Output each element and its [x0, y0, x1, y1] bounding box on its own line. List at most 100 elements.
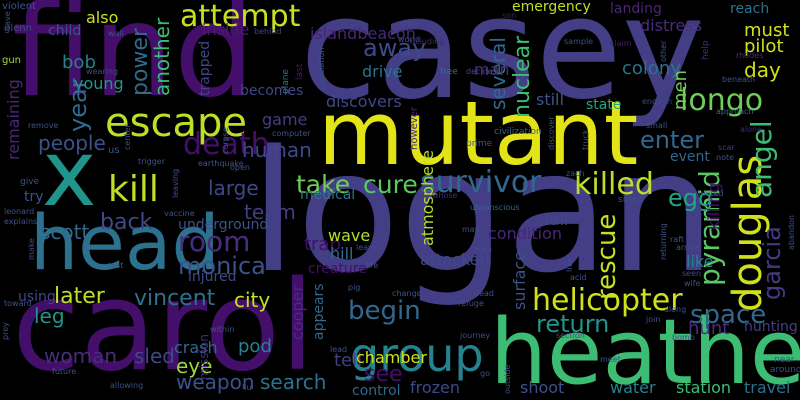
word: try [24, 189, 44, 205]
word: game [262, 110, 308, 129]
word: allowing [110, 381, 144, 390]
word: kill [108, 169, 159, 210]
word: space [690, 300, 767, 330]
word: free [440, 67, 458, 77]
word: city [234, 288, 271, 312]
word: however [409, 107, 420, 150]
word: prime [466, 139, 493, 149]
word: wearing [86, 67, 119, 76]
word: killed [574, 167, 654, 202]
word: around [770, 365, 800, 375]
word: surface [510, 250, 529, 310]
word: travel [744, 378, 791, 397]
word: helicopter [532, 283, 683, 318]
word: chamber [356, 348, 427, 367]
word: underground [178, 217, 269, 233]
word: pilot [744, 36, 784, 57]
word: medical [300, 187, 356, 203]
word: condition [488, 224, 562, 243]
word: group [350, 328, 484, 382]
word: water [610, 378, 656, 397]
word: young [74, 74, 124, 93]
word: enter [640, 126, 705, 154]
word: leonard [4, 207, 35, 216]
word: toward [4, 299, 32, 308]
word: state [586, 97, 622, 113]
word: wife [684, 279, 701, 288]
word: near [774, 355, 795, 365]
word: egg [668, 184, 714, 212]
word: reach [730, 1, 770, 17]
word: emergency [512, 0, 591, 15]
word: child [48, 23, 82, 39]
word: bob [62, 52, 96, 73]
word: cure [363, 170, 418, 199]
word: silent [618, 195, 643, 205]
word: arrive [676, 243, 700, 252]
word: last [295, 63, 305, 80]
word: along [664, 305, 687, 314]
word: leg [34, 304, 65, 328]
word: back [100, 210, 153, 235]
word: death [183, 127, 270, 162]
word: human [242, 138, 312, 162]
word: us [108, 145, 120, 156]
word: islandbeacon [310, 24, 416, 43]
word: colony [622, 58, 681, 79]
word: man [474, 60, 510, 79]
word: scar [718, 143, 735, 152]
word: behind [254, 27, 282, 36]
word: injured [188, 269, 237, 285]
word: remove [28, 121, 59, 130]
word: heather [490, 300, 800, 400]
word: pod [238, 336, 272, 357]
word: area [474, 245, 492, 254]
word: trigger [138, 157, 166, 166]
word: make [27, 238, 36, 260]
word: within [210, 325, 235, 334]
word: discover [547, 116, 556, 150]
word: computer [272, 129, 311, 138]
word: people [38, 131, 106, 155]
word: later [54, 284, 105, 309]
word: find [12, 0, 255, 126]
word: enough [642, 97, 673, 106]
word: logan [250, 114, 716, 310]
word: explains [4, 217, 38, 226]
word: life [366, 261, 379, 270]
word: casey [300, 0, 705, 131]
word: decides [466, 67, 497, 76]
word: world [398, 35, 421, 44]
word: like [686, 252, 714, 271]
word: outside [503, 364, 512, 395]
word: vaccine [164, 209, 195, 218]
word: crash [174, 338, 218, 357]
word: cooper [288, 285, 307, 340]
word: pig [348, 283, 361, 292]
word: lead [330, 345, 348, 354]
word: save [3, 11, 12, 30]
word: inside [202, 20, 250, 39]
word: center [123, 124, 132, 150]
word: must [744, 20, 790, 41]
word: large [208, 176, 259, 200]
word: future [52, 367, 77, 376]
word: small [646, 121, 668, 130]
word: abandon [787, 215, 796, 250]
word: eye [176, 354, 213, 378]
word: carol [12, 255, 315, 399]
word: wall [108, 29, 124, 38]
word: weapon [176, 370, 255, 394]
word: acid [570, 273, 587, 282]
word: stop [400, 19, 418, 28]
word: attempt [180, 0, 301, 34]
word: becomes [240, 83, 304, 99]
word: survivor [420, 165, 542, 200]
word: corpse [221, 127, 230, 154]
word: attacked [420, 250, 490, 269]
word: other [659, 40, 668, 62]
word: scott [40, 220, 90, 244]
word: using [18, 289, 56, 305]
word: trap [304, 234, 341, 255]
word: live [565, 257, 574, 272]
